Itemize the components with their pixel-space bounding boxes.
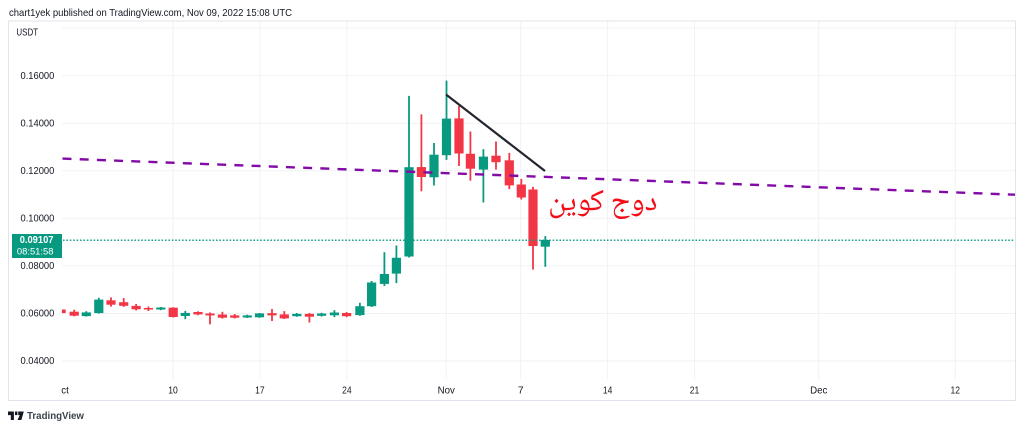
svg-text:12: 12: [951, 385, 961, 396]
svg-text:0.14000: 0.14000: [21, 118, 55, 129]
svg-text:0.16000: 0.16000: [21, 71, 55, 82]
svg-text:USDT: USDT: [16, 26, 38, 38]
svg-text:0.06000: 0.06000: [21, 309, 55, 320]
svg-text:17: 17: [255, 385, 265, 396]
svg-text:10: 10: [168, 385, 178, 396]
svg-text:0.09107: 0.09107: [20, 235, 54, 246]
svg-text:0.04000: 0.04000: [21, 356, 55, 367]
svg-text:Dec: Dec: [810, 385, 827, 396]
svg-text:24: 24: [342, 385, 352, 396]
svg-text:0.10000: 0.10000: [21, 214, 55, 225]
svg-text:21: 21: [690, 385, 700, 396]
svg-text:08:51:58: 08:51:58: [17, 246, 54, 257]
svg-text:TradingView: TradingView: [27, 410, 85, 422]
svg-text:ct: ct: [61, 385, 69, 396]
svg-text:Nov: Nov: [438, 385, 456, 396]
svg-text:0.12000: 0.12000: [21, 166, 55, 177]
svg-text:7: 7: [518, 385, 524, 396]
svg-text:0.08000: 0.08000: [21, 261, 55, 272]
svg-text:chart1yek published on Trading: chart1yek published on TradingView.com, …: [9, 7, 292, 19]
svg-text:14: 14: [603, 385, 613, 396]
